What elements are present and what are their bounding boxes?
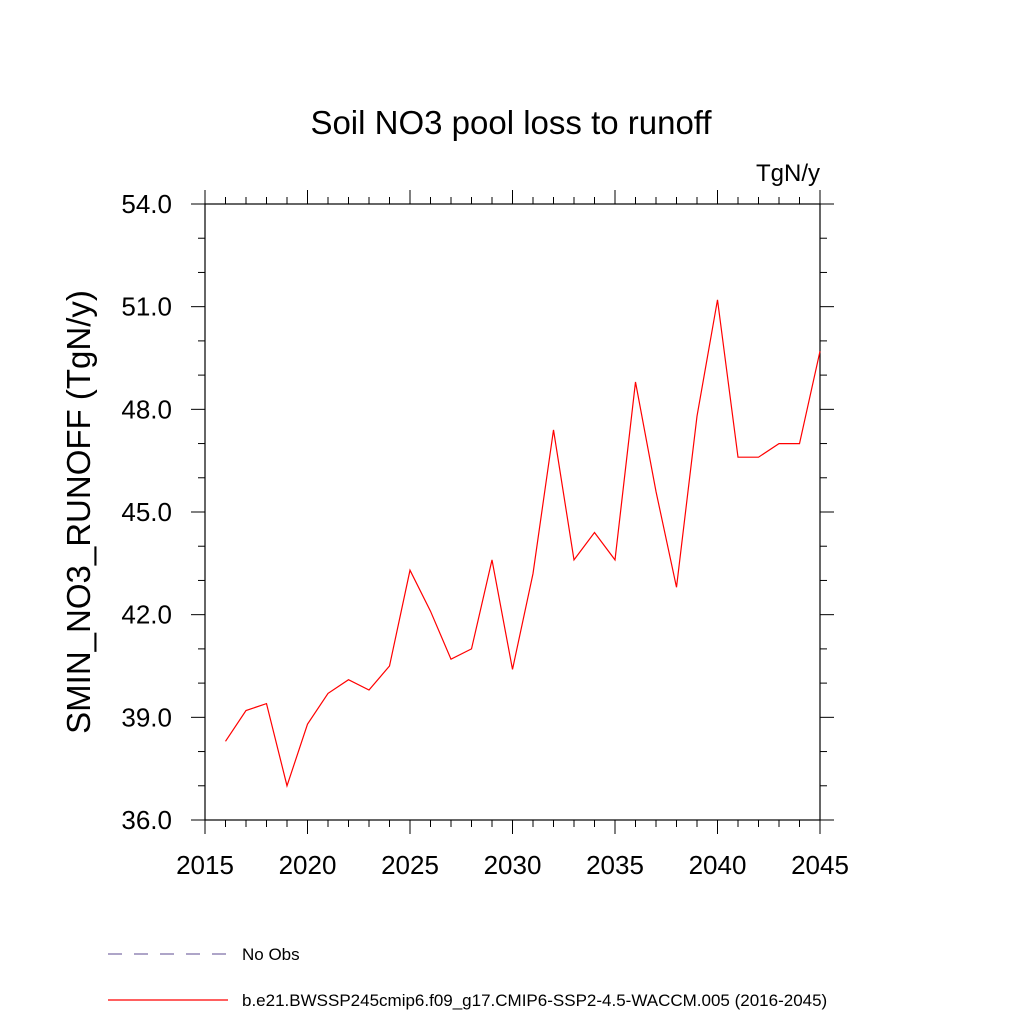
x-tick-label: 2040 bbox=[689, 850, 747, 880]
x-tick-labels: 2015 2020 2025 2030 2035 2040 2045 bbox=[176, 850, 849, 880]
legend-label-model: b.e21.BWSSP245cmip6.f09_g17.CMIP6-SSP2-4… bbox=[242, 991, 827, 1010]
y-tick-label: 48.0 bbox=[121, 394, 172, 424]
x-tick-label: 2015 bbox=[176, 850, 234, 880]
y-tick-label: 45.0 bbox=[121, 497, 172, 527]
y-axis-label: SMIN_NO3_RUNOFF (TgN/y) bbox=[60, 290, 97, 734]
legend-label-no-obs: No Obs bbox=[242, 945, 300, 964]
y-tick-labels: 36.0 39.0 42.0 45.0 48.0 51.0 54.0 bbox=[121, 189, 172, 835]
legend: No Obs b.e21.BWSSP245cmip6.f09_g17.CMIP6… bbox=[108, 945, 827, 1010]
y-tick-label: 54.0 bbox=[121, 189, 172, 219]
y-tick-label: 42.0 bbox=[121, 600, 172, 630]
y-tick-label: 51.0 bbox=[121, 292, 172, 322]
plot-frame bbox=[204, 203, 821, 821]
y-tick-label: 39.0 bbox=[121, 702, 172, 732]
chart-title: Soil NO3 pool loss to runoff bbox=[310, 104, 712, 141]
axis-ticks bbox=[191, 190, 834, 834]
y-tick-label: 36.0 bbox=[121, 805, 172, 835]
x-tick-label: 2035 bbox=[586, 850, 644, 880]
series-line bbox=[225, 299, 821, 788]
x-tick-label: 2020 bbox=[279, 850, 337, 880]
units-label: TgN/y bbox=[756, 160, 820, 187]
x-tick-label: 2045 bbox=[791, 850, 849, 880]
x-tick-label: 2030 bbox=[484, 850, 542, 880]
x-tick-label: 2025 bbox=[381, 850, 439, 880]
series-group bbox=[225, 299, 821, 788]
